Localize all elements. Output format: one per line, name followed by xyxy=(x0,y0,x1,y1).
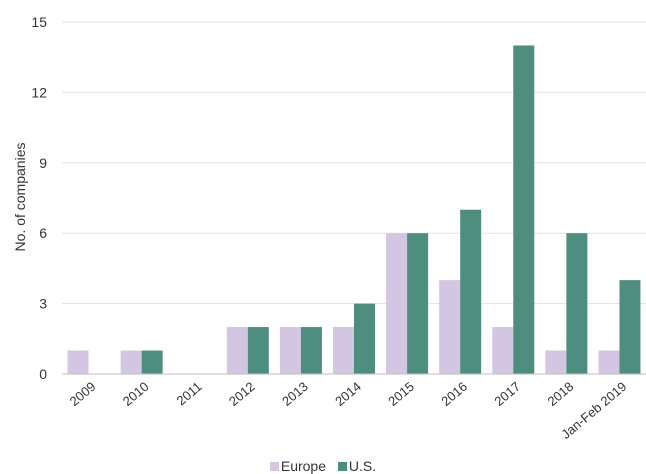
bar-us-2014 xyxy=(354,303,375,374)
x-tick-label: 2018 xyxy=(544,379,576,409)
bars xyxy=(67,45,641,374)
legend-item-us: U.S. xyxy=(337,458,377,474)
y-tick-label: 6 xyxy=(39,225,47,241)
bar-us-2016 xyxy=(460,209,482,374)
x-tick-label: 2017 xyxy=(491,379,523,409)
bar-us-2013 xyxy=(300,327,322,374)
bar-europe-2010 xyxy=(120,350,142,374)
bar-us-2012 xyxy=(247,327,269,374)
x-tick-label: 2014 xyxy=(332,379,364,409)
bar-europe-2009 xyxy=(67,350,89,374)
y-tick-label: 0 xyxy=(39,366,47,382)
x-tick-label: 2009 xyxy=(67,379,99,409)
x-tick-label: 2013 xyxy=(279,379,311,409)
bar-us-2015 xyxy=(407,233,429,374)
bar-us-jan-feb-2019 xyxy=(619,280,641,374)
legend-swatch-europe xyxy=(269,462,279,471)
legend: Europe U.S. xyxy=(0,458,646,474)
bar-europe-2015 xyxy=(386,233,408,374)
legend-label-europe: Europe xyxy=(280,458,327,474)
y-tick-label: 15 xyxy=(31,14,47,30)
x-tick-label: 2012 xyxy=(226,379,258,409)
legend-label-us: U.S. xyxy=(348,458,377,474)
x-tick-label: 2015 xyxy=(385,379,417,409)
y-tick-label: 9 xyxy=(39,155,47,171)
y-tick-label: 12 xyxy=(31,84,47,100)
bar-us-2018 xyxy=(566,233,588,374)
bar-europe-2014 xyxy=(333,327,354,374)
x-tick-label: 2016 xyxy=(438,379,470,409)
legend-swatch-us xyxy=(337,462,347,471)
x-tick-label: 2010 xyxy=(120,379,152,409)
bar-europe-2013 xyxy=(279,327,301,374)
y-tick-label: 3 xyxy=(39,296,47,312)
bar-europe-2018 xyxy=(545,350,567,374)
bar-europe-jan-feb-2019 xyxy=(598,350,620,374)
bar-europe-2012 xyxy=(226,327,248,374)
x-axis-ticks: 2009 2010 2011 2012 2013 2014 2015 2016 2017 2018… xyxy=(67,379,630,442)
y-axis-ticks: 0 3 6 9 12 15 xyxy=(31,14,47,382)
x-tick-label: 2011 xyxy=(174,379,205,408)
legend-item-europe: Europe xyxy=(269,458,327,474)
bar-europe-2016 xyxy=(439,280,461,374)
bar-us-2010 xyxy=(141,350,163,374)
bar-us-2017 xyxy=(513,45,535,374)
gridlines xyxy=(62,21,646,305)
bar-europe-2017 xyxy=(492,327,514,374)
y-axis-label: No. of companies xyxy=(12,143,28,252)
